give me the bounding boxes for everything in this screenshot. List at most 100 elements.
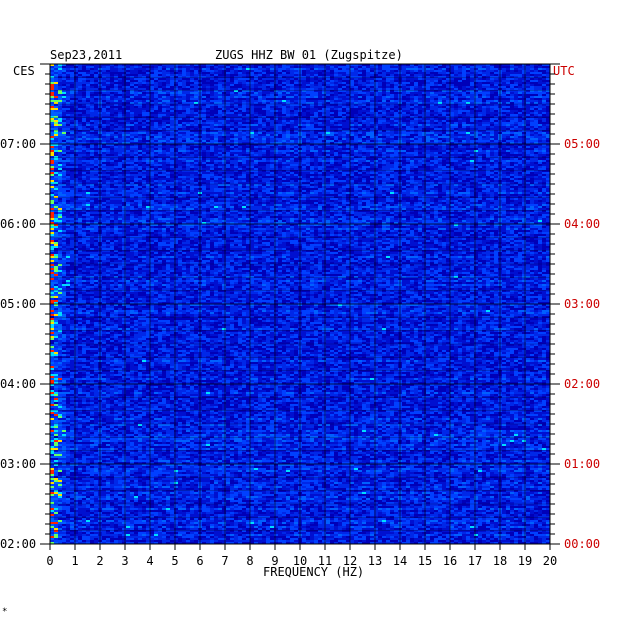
spectrogram-cell (178, 108, 182, 110)
spectrogram-cell (410, 134, 414, 136)
spectrogram-cell (170, 106, 174, 108)
spectrogram-cell (330, 68, 334, 70)
spectrogram-cell (234, 106, 238, 108)
spectrogram-cell (302, 96, 306, 98)
spectrogram-cell (226, 78, 230, 80)
spectrogram-cell (190, 124, 194, 126)
spectrogram-cell (402, 86, 406, 88)
spectrogram-cell (94, 106, 98, 108)
spectrogram-cell (410, 132, 414, 134)
spectrogram-cell (242, 80, 246, 82)
spectrogram-cell (218, 126, 222, 128)
spectrogram-cell (330, 74, 334, 76)
spectrogram-cell (358, 120, 362, 122)
spectrogram-cell (418, 130, 422, 132)
spectrogram-cell (442, 122, 446, 124)
spectrogram-cell (462, 118, 466, 120)
spectrogram-cell (294, 78, 298, 80)
spectrogram-cell (462, 88, 466, 90)
spectrogram-cell (202, 84, 206, 86)
spectrogram-cell (214, 68, 218, 70)
spectrogram-cell (378, 132, 382, 134)
spectrogram-cell (490, 112, 494, 114)
spectrogram-cell (238, 112, 242, 114)
spectrogram-cell (218, 98, 222, 100)
spectrogram-cell (506, 140, 510, 142)
spectrogram-cell (130, 70, 134, 72)
spectrogram-cell (90, 88, 94, 90)
spectrogram-cell (214, 94, 218, 96)
spectrogram-cell (170, 138, 174, 140)
spectrogram-cell (178, 84, 182, 86)
spectrogram-cell (282, 72, 286, 74)
spectrogram-cell (110, 120, 114, 122)
spectrogram-cell (218, 66, 222, 68)
spectrogram-cell (386, 132, 390, 134)
spectrogram-cell (210, 134, 214, 136)
spectrogram-cell (338, 108, 342, 110)
spectrogram-cell (470, 80, 474, 82)
spectrogram-cell (290, 132, 294, 134)
spectrogram-cell (310, 114, 314, 116)
spectrogram-cell (370, 104, 374, 106)
spectrogram-cell (206, 86, 210, 88)
spectrogram-cell (222, 104, 226, 106)
spectrogram-cell (358, 112, 362, 114)
spectrogram-cell (158, 84, 162, 86)
spectrogram-cell (242, 78, 246, 80)
spectrogram-cell (538, 96, 542, 98)
spectrogram-cell (166, 82, 170, 84)
spectrogram-cell (226, 134, 230, 136)
spectrogram-cell (238, 126, 242, 128)
spectrogram-cell (494, 66, 498, 68)
spectrogram-cell (306, 136, 310, 138)
spectrogram-cell (362, 98, 366, 100)
spectrogram-cell (510, 98, 514, 100)
spectrogram-cell (266, 134, 270, 136)
spectrogram-cell (462, 86, 466, 88)
spectrogram-cell (54, 100, 58, 102)
spectrogram-cell (334, 90, 338, 92)
spectrogram-cell (370, 78, 374, 80)
spectrogram-cell (462, 122, 466, 124)
spectrogram-cell (114, 68, 118, 70)
spectrogram-cell (226, 112, 230, 114)
spectrogram-cell (318, 68, 322, 70)
spectrogram-cell (534, 72, 538, 74)
spectrogram-cell (510, 104, 514, 106)
spectrogram-cell (482, 130, 486, 132)
spectrogram-cell (370, 88, 374, 90)
spectrogram-cell (134, 106, 138, 108)
spectrogram-cell (130, 106, 134, 108)
spectrogram-cell (150, 104, 154, 106)
spectrogram-cell (54, 72, 58, 74)
spectrogram-cell (242, 126, 246, 128)
spectrogram-cell (114, 94, 118, 96)
spectrogram-cell (386, 90, 390, 92)
spectrogram-cell (150, 130, 154, 132)
spectrogram-cell (86, 114, 90, 116)
spectrogram-cell (458, 112, 462, 114)
spectrogram-cell (130, 84, 134, 86)
spectrogram-cell (530, 122, 534, 124)
spectrogram-cell (518, 68, 522, 70)
spectrogram-cell (522, 94, 526, 96)
spectrogram-cell (426, 130, 430, 132)
spectrogram-cell (418, 74, 422, 76)
spectrogram-cell (270, 124, 274, 126)
spectrogram-cell (334, 68, 338, 70)
spectrogram-cell (538, 72, 542, 74)
spectrogram-cell (514, 72, 518, 74)
spectrogram-cell (90, 94, 94, 96)
spectrogram-cell (310, 108, 314, 110)
spectrogram-cell (454, 138, 458, 140)
spectrogram-cell (466, 140, 470, 142)
spectrogram-cell (358, 100, 362, 102)
spectrogram-cell (282, 80, 286, 82)
spectrogram-cell (250, 110, 254, 112)
spectrogram-cell (526, 138, 530, 140)
spectrogram-cell (222, 98, 226, 100)
spectrogram-cell (506, 124, 510, 126)
spectrogram-cell (326, 96, 330, 98)
spectrogram-cell (150, 98, 154, 100)
